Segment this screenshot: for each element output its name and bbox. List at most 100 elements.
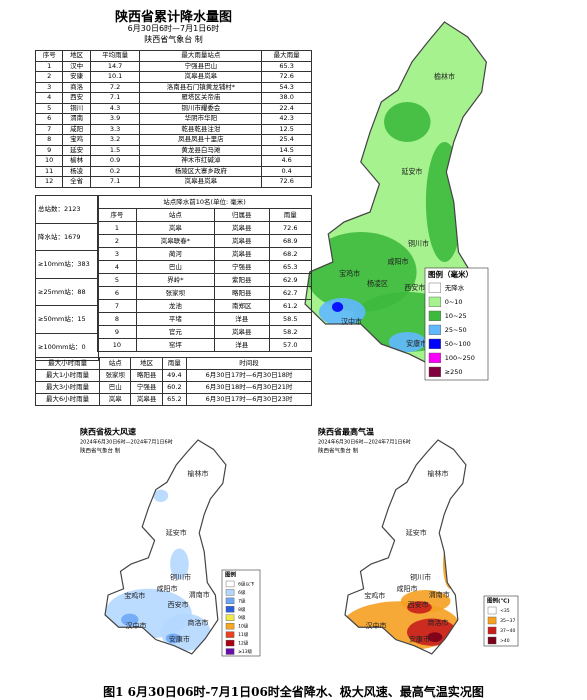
- cell: 岚皋县: [130, 393, 163, 406]
- cell: 10: [34, 155, 64, 167]
- cell: 6月30日17时—6月30日23时: [186, 393, 312, 406]
- cell: 华阴市华阳: [139, 113, 263, 125]
- city-label: 咸阳市: [157, 584, 178, 593]
- cell: 张家坝: [99, 369, 132, 382]
- row: 5 铜川 4.3 铜川市耀委会 22.4: [34, 102, 312, 114]
- column-header: 地区: [130, 357, 163, 370]
- column-header: 最大雨量站点: [139, 50, 263, 62]
- cell: 72.6: [261, 71, 312, 83]
- cell: 57.0: [268, 338, 313, 352]
- cell: 54.3: [261, 81, 312, 93]
- cell: 延安: [62, 144, 91, 156]
- row: 最大3小时雨量 巴山 宁强县 60.2 6月30日18时—6月30日21时: [34, 381, 312, 394]
- city-label: 商洛市: [428, 618, 449, 627]
- header-row: 序号 站点 归属县 雨量: [97, 208, 313, 222]
- row: 3 蔺河 岚皋县 68.2: [97, 247, 313, 261]
- cell: 黄龙县白马滩: [139, 144, 263, 156]
- cell: 神木市红碱淖: [139, 155, 263, 167]
- city-label: 安康市: [406, 339, 427, 348]
- legend-swatch: [225, 580, 235, 588]
- city-label: 安康市: [169, 635, 190, 644]
- city-label: 咸阳市: [397, 584, 418, 593]
- cell: 72.6: [261, 176, 312, 188]
- caption: 图1 6月30日06时-7月1日06时全省降水、极大风速、最高气温实况图: [103, 685, 484, 699]
- station-count: ≥10mm站：383: [36, 251, 98, 279]
- cell: 岚皋: [135, 221, 216, 235]
- cell: 铜川市耀委会: [139, 102, 263, 114]
- legend-label: 无降水: [445, 283, 465, 292]
- row: 7 龙池 南郑区 61.2: [97, 299, 313, 313]
- cell: 7.2: [89, 81, 141, 93]
- city-label: 西安市: [404, 283, 425, 292]
- cell: 7.1: [89, 92, 141, 104]
- city-label: 商洛市: [188, 618, 209, 627]
- legend-swatch: [428, 324, 441, 336]
- cell: 12.5: [261, 123, 312, 135]
- cell: 65.2: [161, 393, 188, 406]
- city-label: 汉中市: [341, 317, 362, 326]
- cell: 72.6: [268, 221, 313, 235]
- value-area: [165, 633, 181, 644]
- row: 1 汉中 14.7 宁强县巴山 65.3: [34, 60, 312, 72]
- station-count: ≥25mm站：88: [36, 279, 98, 306]
- title-row: 站点降水前10名(单位: 毫米): [97, 195, 312, 209]
- city-label: 宝鸡市: [339, 269, 360, 278]
- column-header: 最大雨量: [261, 50, 312, 62]
- city-label: 铜川市: [408, 239, 429, 248]
- city-label: 铜川市: [410, 573, 431, 582]
- legend-swatch: [487, 636, 497, 645]
- legend-swatch: [487, 626, 497, 635]
- city-label: 西安市: [408, 600, 429, 609]
- row: 10 榆林 0.9 神木市红碱淖 4.6: [34, 155, 312, 167]
- cell: 雁塔区关帝庙: [139, 92, 263, 104]
- table: 最大小时雨量 站点 地区 雨量 时间段 最大1小时雨量 张家坝 略阳县 49.4 6月30日17时…: [34, 357, 312, 406]
- cell: 汉中: [62, 60, 91, 72]
- cell: 紫阳县: [214, 273, 270, 287]
- column-header: 最大小时雨量: [34, 357, 101, 370]
- legend-label: ≥250: [445, 368, 463, 376]
- cell: 洋县: [214, 312, 270, 326]
- legend-swatch: [225, 631, 235, 638]
- cell: 3: [34, 81, 64, 93]
- city-label: 西安市: [168, 600, 189, 609]
- column-header: 序号: [34, 50, 64, 62]
- cell: 1.5: [89, 144, 141, 156]
- legend-swatch: [225, 639, 235, 647]
- legend-title: 图例: [225, 571, 237, 579]
- cell: 宁强县: [214, 260, 270, 274]
- cell: 9: [97, 325, 137, 339]
- cell: 平堵: [135, 312, 216, 326]
- cell: 25.4: [261, 134, 312, 146]
- legend-swatch: [428, 366, 441, 378]
- cell: 铜川: [62, 102, 91, 114]
- cell: 4.6: [261, 155, 312, 167]
- row: 8 平堵 洋县 58.5: [97, 312, 313, 326]
- cell: 6月30日18时—6月30日21时: [186, 381, 312, 394]
- city-label: 汉中市: [366, 621, 387, 630]
- value-area: [407, 601, 432, 614]
- cell: 7: [97, 299, 137, 313]
- cell: 凤县凤县十里店: [139, 134, 263, 146]
- city-label: 宝鸡市: [124, 591, 145, 600]
- legend-swatch: [428, 352, 441, 364]
- row: 12 全省 7.1 岚皋县岚皋 72.6: [34, 176, 312, 188]
- city-label: 榆林市: [188, 469, 209, 478]
- top10-table: 站点降水前10名(单位: 毫米) 序号 站点 归属县 雨量 1 岚皋 岚皋县 72.6 2 岚皋联春…: [97, 195, 313, 352]
- cell: 西安: [62, 92, 91, 104]
- column-header: 平均雨量: [89, 50, 141, 62]
- row: 最大6小时雨量 岚皋 岚皋县 65.2 6月30日17时—6月30日23时: [34, 393, 312, 406]
- legend-label: 50~100: [445, 340, 471, 348]
- cell: 58.2: [268, 325, 313, 339]
- cell: 窑坪: [135, 338, 216, 352]
- header-row: 序号 地区 平均雨量 最大雨量站点 最大雨量: [34, 50, 312, 62]
- cell: 略阳县: [214, 286, 270, 300]
- row: 5 界岭* 紫阳县 62.9: [97, 273, 313, 287]
- legend-swatch: [225, 606, 235, 613]
- cell: 6: [97, 286, 137, 300]
- cell: 14.7: [89, 60, 141, 72]
- row: 4 巴山 宁强县 65.3: [97, 260, 313, 274]
- cell: 58.5: [268, 312, 313, 326]
- cell: 7.1: [89, 176, 141, 188]
- legend-label: 10~25: [445, 312, 467, 320]
